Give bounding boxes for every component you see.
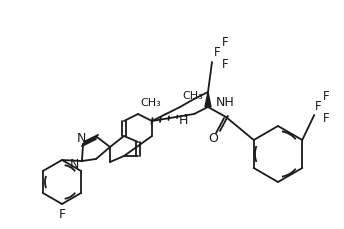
Text: F: F — [222, 36, 229, 49]
Text: NH: NH — [216, 96, 235, 109]
Text: F: F — [315, 99, 322, 112]
Text: F: F — [323, 111, 330, 124]
Text: F: F — [58, 208, 66, 221]
Text: F: F — [222, 58, 229, 71]
Text: CH₃: CH₃ — [182, 91, 203, 101]
Text: O: O — [208, 132, 218, 145]
Text: H: H — [179, 114, 188, 127]
Text: N: N — [69, 157, 79, 170]
Text: N: N — [76, 132, 86, 145]
Polygon shape — [205, 93, 211, 108]
Text: F: F — [214, 46, 221, 59]
Text: CH₃: CH₃ — [140, 98, 161, 108]
Text: F: F — [323, 89, 330, 102]
